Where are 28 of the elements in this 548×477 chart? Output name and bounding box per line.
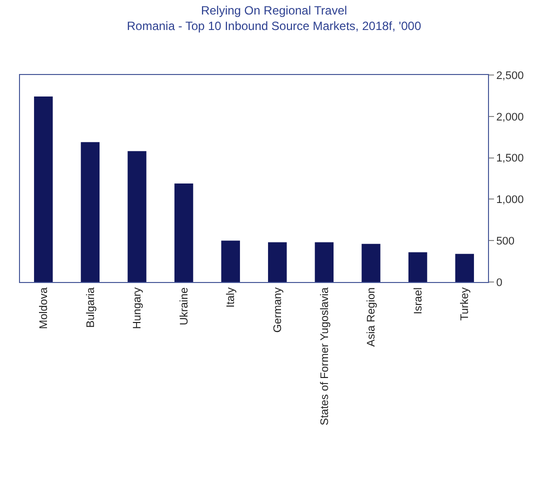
bar [80,142,100,282]
bar [408,252,428,282]
chart-title: Relying On Regional Travel [200,3,348,18]
x-tick-label: Asia Region [366,287,378,347]
x-tick-label: Israel [412,287,424,314]
y-tick-label: 1,500 [496,152,524,165]
bar [314,242,334,282]
x-tick-label: Germany [272,286,284,333]
bar [221,240,240,282]
x-tick-label: States of Former Yugoslavia [318,286,331,426]
bar [128,151,146,282]
bar [174,183,194,282]
bar [268,242,287,282]
y-tick-label: 0 [496,276,502,289]
x-tick-label: Bulgaria [84,286,97,328]
chart-subtitle: Romania - Top 10 Inbound Source Markets, 2018f, '000 [126,18,422,33]
y-tick-label: 1,000 [496,194,524,206]
bar [455,254,474,282]
x-tick-label: Moldova [38,286,50,329]
x-tick-label: Italy [225,286,238,308]
x-tick-label: Ukraine [178,287,190,326]
y-tick-label: 2,000 [496,111,524,124]
bar [362,244,380,282]
y-tick-label: 2,500 [496,70,524,82]
bar [34,96,53,282]
x-tick-label: Hungary [132,286,144,329]
x-tick-label: Turkey [459,286,472,321]
y-tick-label: 500 [496,235,515,248]
